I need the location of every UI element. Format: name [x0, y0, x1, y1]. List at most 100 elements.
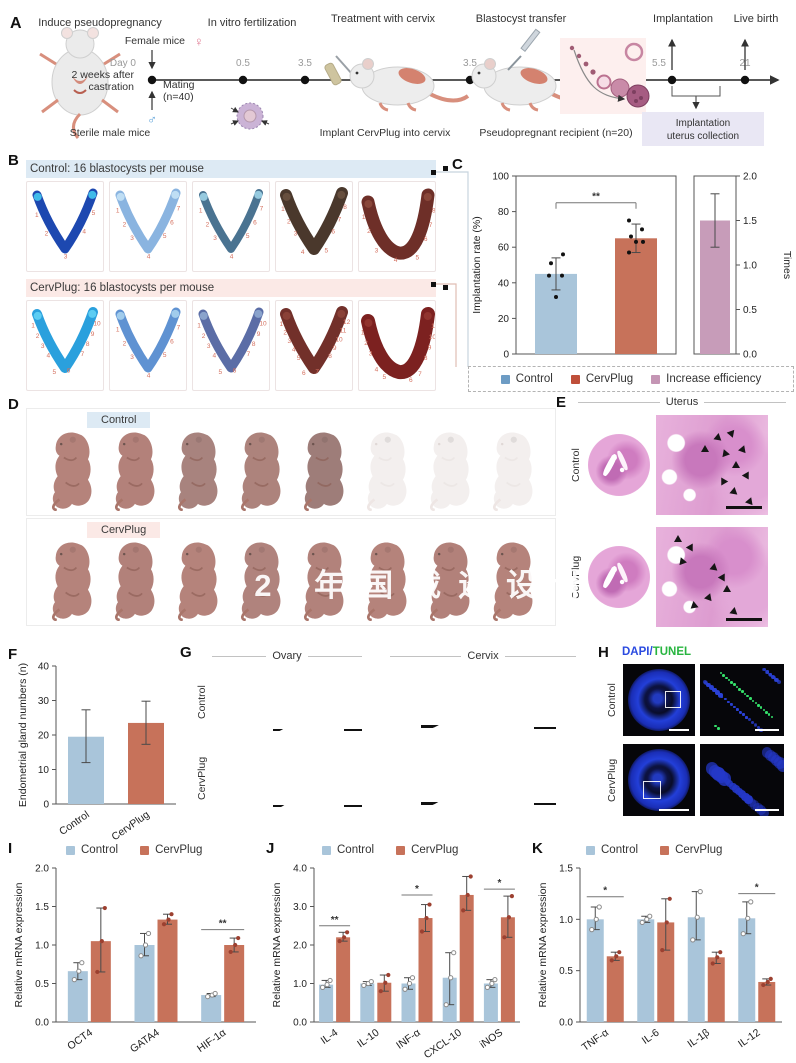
legend-label: Control: [81, 844, 119, 856]
pup-figure: [367, 542, 407, 621]
svg-text:0: 0: [503, 350, 509, 361]
svg-text:0.0: 0.0: [35, 1018, 49, 1029]
fluor-speck: [724, 698, 727, 701]
arrowhead-marker: [732, 461, 741, 468]
svg-text:0.0: 0.0: [559, 1018, 573, 1029]
arrowhead-marker: [737, 443, 748, 454]
tick-3-5-b: 3.5: [463, 58, 477, 69]
svg-text:1: 1: [31, 323, 35, 330]
fluor-speck: [744, 715, 748, 719]
svg-text:2: 2: [283, 330, 287, 337]
legend-swatch: [396, 845, 406, 855]
arrowhead-marker: [744, 495, 755, 506]
tick-3-5-a: 3.5: [298, 58, 312, 69]
row-label-control: Control: [196, 685, 208, 719]
pup-row: [41, 539, 542, 621]
arrowhead-marker: [709, 562, 719, 571]
svg-text:2: 2: [123, 340, 127, 347]
svg-text:11: 11: [431, 323, 435, 330]
fluor-speck: [750, 720, 754, 724]
fluor-speck: [776, 759, 784, 772]
b-group-title: Control: 16 blastocysts per mouse: [30, 163, 204, 175]
svg-text:4.0: 4.0: [293, 864, 307, 875]
svg-text:iNOS: iNOS: [478, 1027, 505, 1051]
svg-text:2.0: 2.0: [743, 172, 757, 183]
svg-text:7: 7: [247, 351, 251, 358]
svg-text:0: 0: [43, 800, 49, 811]
collection-bracket: [671, 86, 721, 97]
tick-5-5: 5.5: [652, 58, 666, 69]
svg-text:7: 7: [177, 324, 181, 331]
arrowhead-marker: [713, 432, 723, 441]
svg-text:2: 2: [36, 333, 40, 340]
fluor-speck: [753, 723, 757, 727]
tunel-speck: [746, 694, 749, 698]
svg-text:30: 30: [38, 696, 50, 707]
fluor-speck: [771, 675, 776, 679]
svg-text:CervPlug: CervPlug: [109, 809, 151, 844]
legend-item: Control: [322, 844, 374, 856]
svg-text:8: 8: [432, 208, 435, 215]
svg-text:1.0: 1.0: [35, 941, 49, 952]
legend-label: Control: [515, 373, 553, 385]
svg-text:4: 4: [230, 253, 234, 260]
svg-text:10: 10: [38, 765, 50, 776]
b-to-c-connectors: [431, 170, 469, 367]
panel-e-label: E: [556, 394, 567, 411]
tunel-speck: [749, 697, 752, 700]
dapi-label: DAPI: [622, 646, 650, 658]
svg-text:1.0: 1.0: [559, 915, 573, 926]
legend-item: Control: [500, 373, 553, 385]
uterus-section-cervplug: [588, 546, 650, 608]
legend-label: CervPlug: [411, 844, 459, 856]
cervix-title-row: Cervix: [390, 650, 576, 662]
svg-text:1.5: 1.5: [559, 864, 573, 875]
svg-text:2: 2: [287, 218, 291, 225]
fluor-speck: [715, 690, 720, 695]
pup-figure: [178, 542, 218, 621]
fluor-speck: [709, 685, 714, 690]
svg-text:Relative mRNA expression: Relative mRNA expression: [271, 882, 283, 1007]
cervix-control: [371, 672, 453, 732]
svg-text:**: **: [331, 915, 339, 926]
panel-k-label: K: [532, 840, 543, 857]
row-label-cervplug: CervPlug: [196, 756, 208, 800]
svg-text:4: 4: [47, 353, 51, 360]
pup-figure: [115, 542, 155, 621]
arrowhead-marker: [717, 475, 728, 486]
tunel-speck: [751, 699, 755, 703]
fluor-speck: [729, 703, 733, 706]
svg-text:Relative mRNA expression: Relative mRNA expression: [537, 882, 549, 1007]
pup-figure: [430, 542, 470, 621]
uterus-section-control: [588, 434, 650, 496]
pup-figure: [178, 432, 218, 511]
tunel-speck: [714, 724, 717, 728]
tunel-speck: [722, 674, 725, 677]
pup-group-box: CervPlug: [26, 518, 556, 626]
connector-square: [443, 285, 448, 290]
arrowhead-marker: [689, 600, 699, 609]
svg-text:*: *: [755, 883, 759, 894]
legend-item: CervPlug: [660, 844, 722, 856]
svg-text:2: 2: [202, 333, 206, 340]
tunel-row-control: Control: [606, 662, 794, 738]
tick-day0: Day 0: [110, 58, 137, 69]
mrna-chart-k: 0.0 0.5 1.0 1.5 Relative mRNA expression TNF-…: [537, 864, 782, 1054]
svg-text:3: 3: [130, 235, 134, 242]
svg-text:7: 7: [260, 205, 264, 212]
svg-text:OCT4: OCT4: [65, 1027, 95, 1053]
uterus-row-control: Control: [570, 412, 792, 518]
syringe-illustration: [507, 28, 541, 71]
svg-text:*: *: [415, 884, 419, 895]
svg-text:10: 10: [335, 336, 343, 343]
castration-line1: 2 weeks after: [72, 69, 135, 81]
legend-item: CervPlug: [140, 844, 202, 856]
panel-i-legend: Control CervPlug: [66, 844, 202, 856]
connector-square: [443, 166, 448, 171]
svg-text:1: 1: [116, 326, 120, 333]
arrowhead-marker: [704, 591, 715, 602]
svg-text:11: 11: [340, 328, 347, 335]
collection-line2: uterus collection: [667, 131, 739, 142]
fluor-speck: [720, 775, 727, 782]
